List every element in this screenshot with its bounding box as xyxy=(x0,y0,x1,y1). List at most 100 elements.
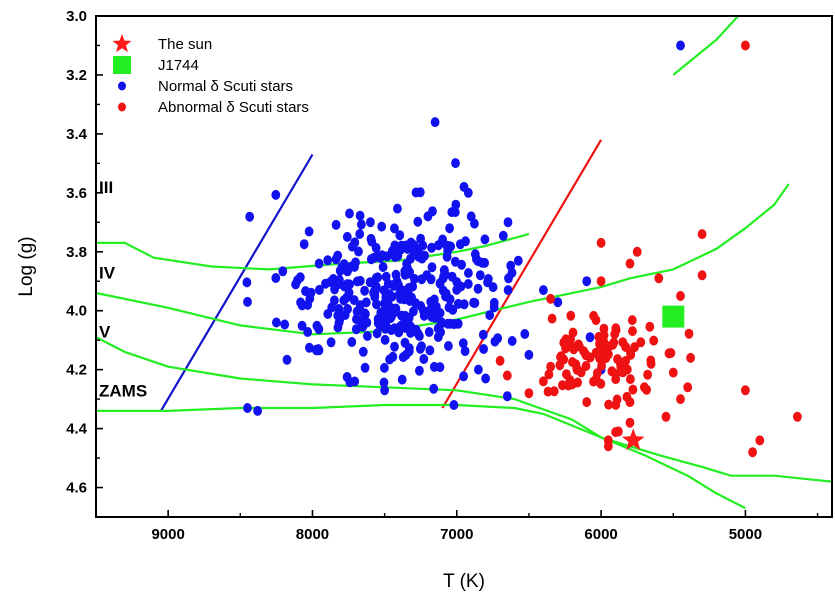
data-point xyxy=(278,266,288,277)
data-point xyxy=(381,271,391,282)
data-point xyxy=(483,277,492,288)
data-point xyxy=(611,399,621,410)
data-point xyxy=(611,427,620,438)
y-tick-label: 3.6 xyxy=(66,185,87,202)
data-point xyxy=(524,388,534,399)
data-point xyxy=(546,293,555,304)
data-point xyxy=(314,324,324,335)
data-point xyxy=(403,243,412,254)
data-point xyxy=(271,273,281,283)
y-tick-label: 3.8 xyxy=(66,244,87,261)
data-point xyxy=(380,385,389,396)
data-point xyxy=(390,341,399,352)
data-point xyxy=(507,336,517,346)
data-point xyxy=(334,304,344,314)
data-point xyxy=(305,342,314,353)
data-point xyxy=(592,368,602,379)
data-point xyxy=(272,317,281,328)
data-point xyxy=(741,385,750,396)
data-point xyxy=(621,342,631,352)
data-point xyxy=(464,268,473,278)
data-point-j1744 xyxy=(662,305,685,328)
legend: The sun J1744 Normal δ Scuti stars Abnormal… xyxy=(112,34,309,116)
data-point xyxy=(355,210,365,221)
data-point xyxy=(481,373,490,384)
data-point xyxy=(377,250,387,261)
line-blue-edge xyxy=(159,153,314,412)
data-point xyxy=(417,274,427,285)
data-point xyxy=(589,310,598,321)
data-point xyxy=(355,229,365,239)
data-point xyxy=(428,206,437,217)
data-point xyxy=(393,251,403,261)
data-point xyxy=(600,352,609,363)
data-point xyxy=(524,349,534,360)
data-point xyxy=(354,246,363,257)
x-tick-label: 6000 xyxy=(584,526,617,543)
data-point xyxy=(686,352,695,363)
data-point xyxy=(437,317,446,328)
data-point xyxy=(342,372,352,382)
data-point xyxy=(573,377,582,388)
data-point xyxy=(452,284,462,295)
data-point xyxy=(430,294,439,305)
data-point xyxy=(676,394,685,405)
legend-star-icon xyxy=(112,34,132,53)
data-point xyxy=(506,260,516,271)
data-point xyxy=(666,348,676,358)
data-point xyxy=(697,270,707,281)
data-point xyxy=(271,189,281,200)
data-point xyxy=(568,357,577,367)
legend-label: Normal δ Scuti stars xyxy=(158,78,293,95)
data-point xyxy=(622,391,632,402)
data-point xyxy=(389,280,399,291)
data-point xyxy=(413,216,423,227)
data-point xyxy=(622,364,632,375)
data-point xyxy=(661,411,671,422)
data-point xyxy=(448,304,458,315)
data-point xyxy=(371,273,381,283)
data-point xyxy=(439,270,449,281)
data-point xyxy=(293,275,302,286)
data-point xyxy=(385,354,394,365)
data-point xyxy=(378,262,388,272)
data-point xyxy=(357,219,366,230)
series-j1744 xyxy=(662,305,685,328)
data-point xyxy=(434,240,443,251)
data-point xyxy=(457,259,466,270)
data-point xyxy=(297,320,307,331)
data-point xyxy=(455,239,465,250)
data-point xyxy=(475,270,485,281)
legend-label: J1744 xyxy=(158,57,199,74)
data-point xyxy=(380,362,389,373)
data-point xyxy=(435,308,445,318)
data-point xyxy=(474,364,483,375)
data-point xyxy=(367,236,377,247)
data-point xyxy=(646,358,656,369)
data-point xyxy=(459,371,468,382)
data-point xyxy=(314,258,324,269)
legend-square-icon xyxy=(113,56,131,74)
data-point xyxy=(344,287,354,298)
data-point xyxy=(654,273,664,284)
data-point xyxy=(305,293,315,304)
data-point xyxy=(553,297,563,308)
data-point xyxy=(555,360,565,371)
data-point xyxy=(395,230,405,241)
data-point xyxy=(376,307,386,318)
series-normal-scuti-stars xyxy=(242,40,685,416)
data-point xyxy=(372,328,382,339)
class-label-iv: IV xyxy=(99,263,116,282)
data-point xyxy=(562,369,571,380)
data-point xyxy=(469,297,478,308)
data-point xyxy=(424,327,434,337)
y-tick-label: 3.0 xyxy=(66,8,87,25)
data-point xyxy=(429,361,439,372)
data-point xyxy=(415,343,425,354)
data-point xyxy=(442,251,452,262)
data-point xyxy=(253,405,262,416)
data-point xyxy=(543,386,553,397)
data-point xyxy=(489,302,499,313)
data-point xyxy=(347,241,357,252)
